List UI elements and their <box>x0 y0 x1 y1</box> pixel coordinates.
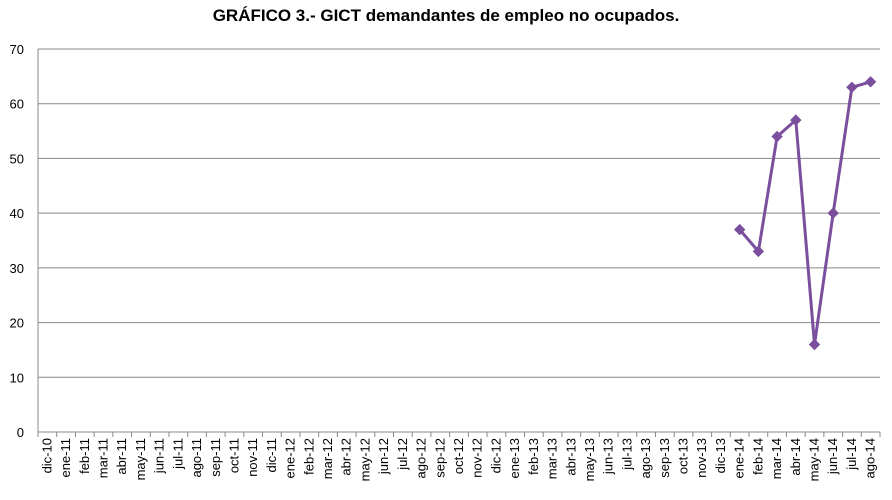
x-tick-label: may-12 <box>357 438 372 481</box>
y-tick-label: 30 <box>10 261 24 276</box>
x-tick-label: jun-12 <box>376 438 391 475</box>
gridlines <box>38 49 880 377</box>
x-tick-label: jun-13 <box>601 438 616 475</box>
y-tick-label: 50 <box>10 151 24 166</box>
x-tick-label: may-14 <box>807 438 822 481</box>
x-tick-label: may-13 <box>582 438 597 481</box>
x-tick-label: ago-13 <box>638 438 653 478</box>
x-tick-label: jul-14 <box>844 438 859 471</box>
x-tick-label: feb-13 <box>526 438 541 475</box>
data-point <box>847 82 857 92</box>
x-tick-label: dic-11 <box>264 438 279 472</box>
y-tick-label: 10 <box>10 370 24 385</box>
x-tick-label: feb-12 <box>301 438 316 475</box>
x-tick-label: oct-12 <box>451 438 466 474</box>
y-tick-label: 70 <box>10 42 24 57</box>
axes <box>38 49 880 437</box>
x-tick-label: abr-14 <box>788 438 803 476</box>
x-tick-label: dic-13 <box>713 438 728 473</box>
x-tick-label: jul-13 <box>619 438 634 471</box>
data-point <box>828 208 838 218</box>
x-tick-label: ago-14 <box>863 438 878 478</box>
x-tick-label: abr-12 <box>339 438 354 476</box>
x-tick-label: ene-12 <box>283 438 298 478</box>
x-tick-label: dic-12 <box>488 438 503 473</box>
x-tick-label: ago-11 <box>189 438 204 478</box>
x-tick-label: jun-11 <box>152 438 167 474</box>
y-tick-label: 60 <box>10 97 24 112</box>
y-tick-label: 20 <box>10 316 24 331</box>
x-tick-label: abr-11 <box>114 438 129 475</box>
x-tick-labels: dic-10 ene-11 feb-11 mar-11 abr-11 may-11 jun-… <box>39 438 877 481</box>
x-tick-label: dic-10 <box>39 438 54 473</box>
x-tick-label: feb-11 <box>77 438 92 474</box>
y-tick-label: 40 <box>10 206 24 221</box>
x-tick-label: jul-11 <box>170 438 185 470</box>
x-tick-label: ago-12 <box>414 438 429 478</box>
x-tick-label: jun-14 <box>825 438 840 475</box>
data-point <box>866 77 876 87</box>
x-tick-label: jul-12 <box>395 438 410 471</box>
y-tick-label: 0 <box>17 425 24 440</box>
x-tick-label: sep-12 <box>432 438 447 478</box>
x-tick-label: sep-13 <box>657 438 672 478</box>
x-tick-label: feb-14 <box>750 438 765 475</box>
x-tick-label: nov-12 <box>470 438 485 478</box>
x-tick-label: ene-13 <box>507 438 522 478</box>
x-tick-label: ene-14 <box>732 438 747 478</box>
x-tick-label: mar-11 <box>95 438 110 478</box>
x-tick-label: may-11 <box>133 438 148 480</box>
y-tick-labels: 0 10 20 30 40 50 60 70 <box>10 42 24 440</box>
x-tick-label: oct-13 <box>676 438 691 474</box>
x-tick-label: mar-14 <box>769 438 784 479</box>
x-tick-label: abr-13 <box>563 438 578 476</box>
x-tick-label: nov-13 <box>694 438 709 478</box>
x-tick-label: mar-12 <box>320 438 335 479</box>
x-tick-label: oct-11 <box>226 438 241 473</box>
x-tick-label: nov-11 <box>245 438 260 477</box>
x-tick-label: sep-11 <box>208 438 223 477</box>
data-point <box>810 340 820 350</box>
x-tick-label: mar-13 <box>545 438 560 479</box>
x-tick-label: ene-11 <box>58 438 73 478</box>
